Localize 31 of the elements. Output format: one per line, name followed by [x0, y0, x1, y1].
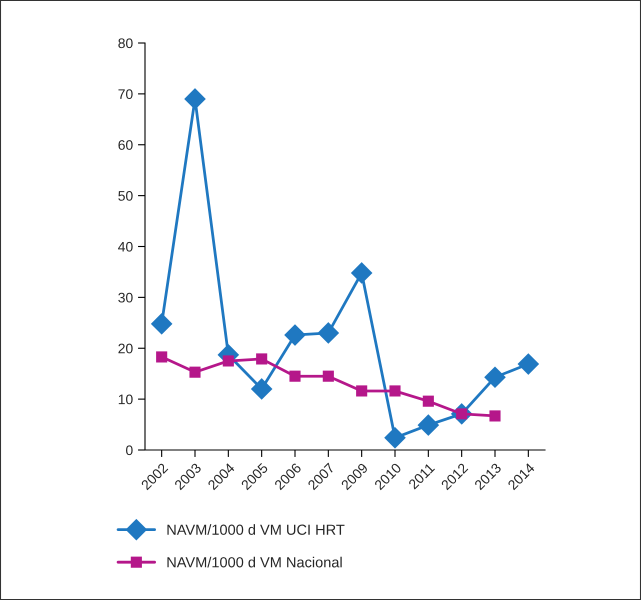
- point: [156, 351, 168, 362]
- point: [356, 385, 368, 397]
- y-tick-label: 60: [118, 140, 133, 150]
- y-tick-label: 40: [118, 242, 133, 252]
- point: [484, 366, 506, 388]
- point: [318, 322, 339, 344]
- legend-label: NAVM/1000 d VM Nacional: [167, 556, 342, 568]
- point: [489, 410, 501, 422]
- point: [151, 313, 172, 334]
- y-tick-label: 0: [126, 445, 133, 456]
- point: [422, 396, 434, 407]
- point: [289, 370, 301, 382]
- y-tick-label: 10: [118, 394, 133, 404]
- point: [418, 414, 439, 436]
- point: [222, 355, 234, 367]
- legend-label: NAVM/1000 d VM UCI HRT: [167, 524, 344, 535]
- point: [251, 378, 272, 400]
- point: [384, 427, 406, 448]
- y-tick-label: 80: [118, 38, 133, 48]
- point: [256, 353, 268, 364]
- y-tick-label: 20: [118, 344, 133, 354]
- point: [389, 385, 401, 397]
- point: [351, 262, 372, 284]
- point: [284, 324, 306, 346]
- point: [184, 88, 206, 110]
- y-tick-label: 30: [118, 292, 133, 303]
- point: [518, 354, 539, 375]
- point: [322, 370, 334, 382]
- point: [189, 366, 201, 378]
- y-tick-label: 50: [118, 190, 133, 201]
- y-tick-label: 70: [118, 89, 133, 100]
